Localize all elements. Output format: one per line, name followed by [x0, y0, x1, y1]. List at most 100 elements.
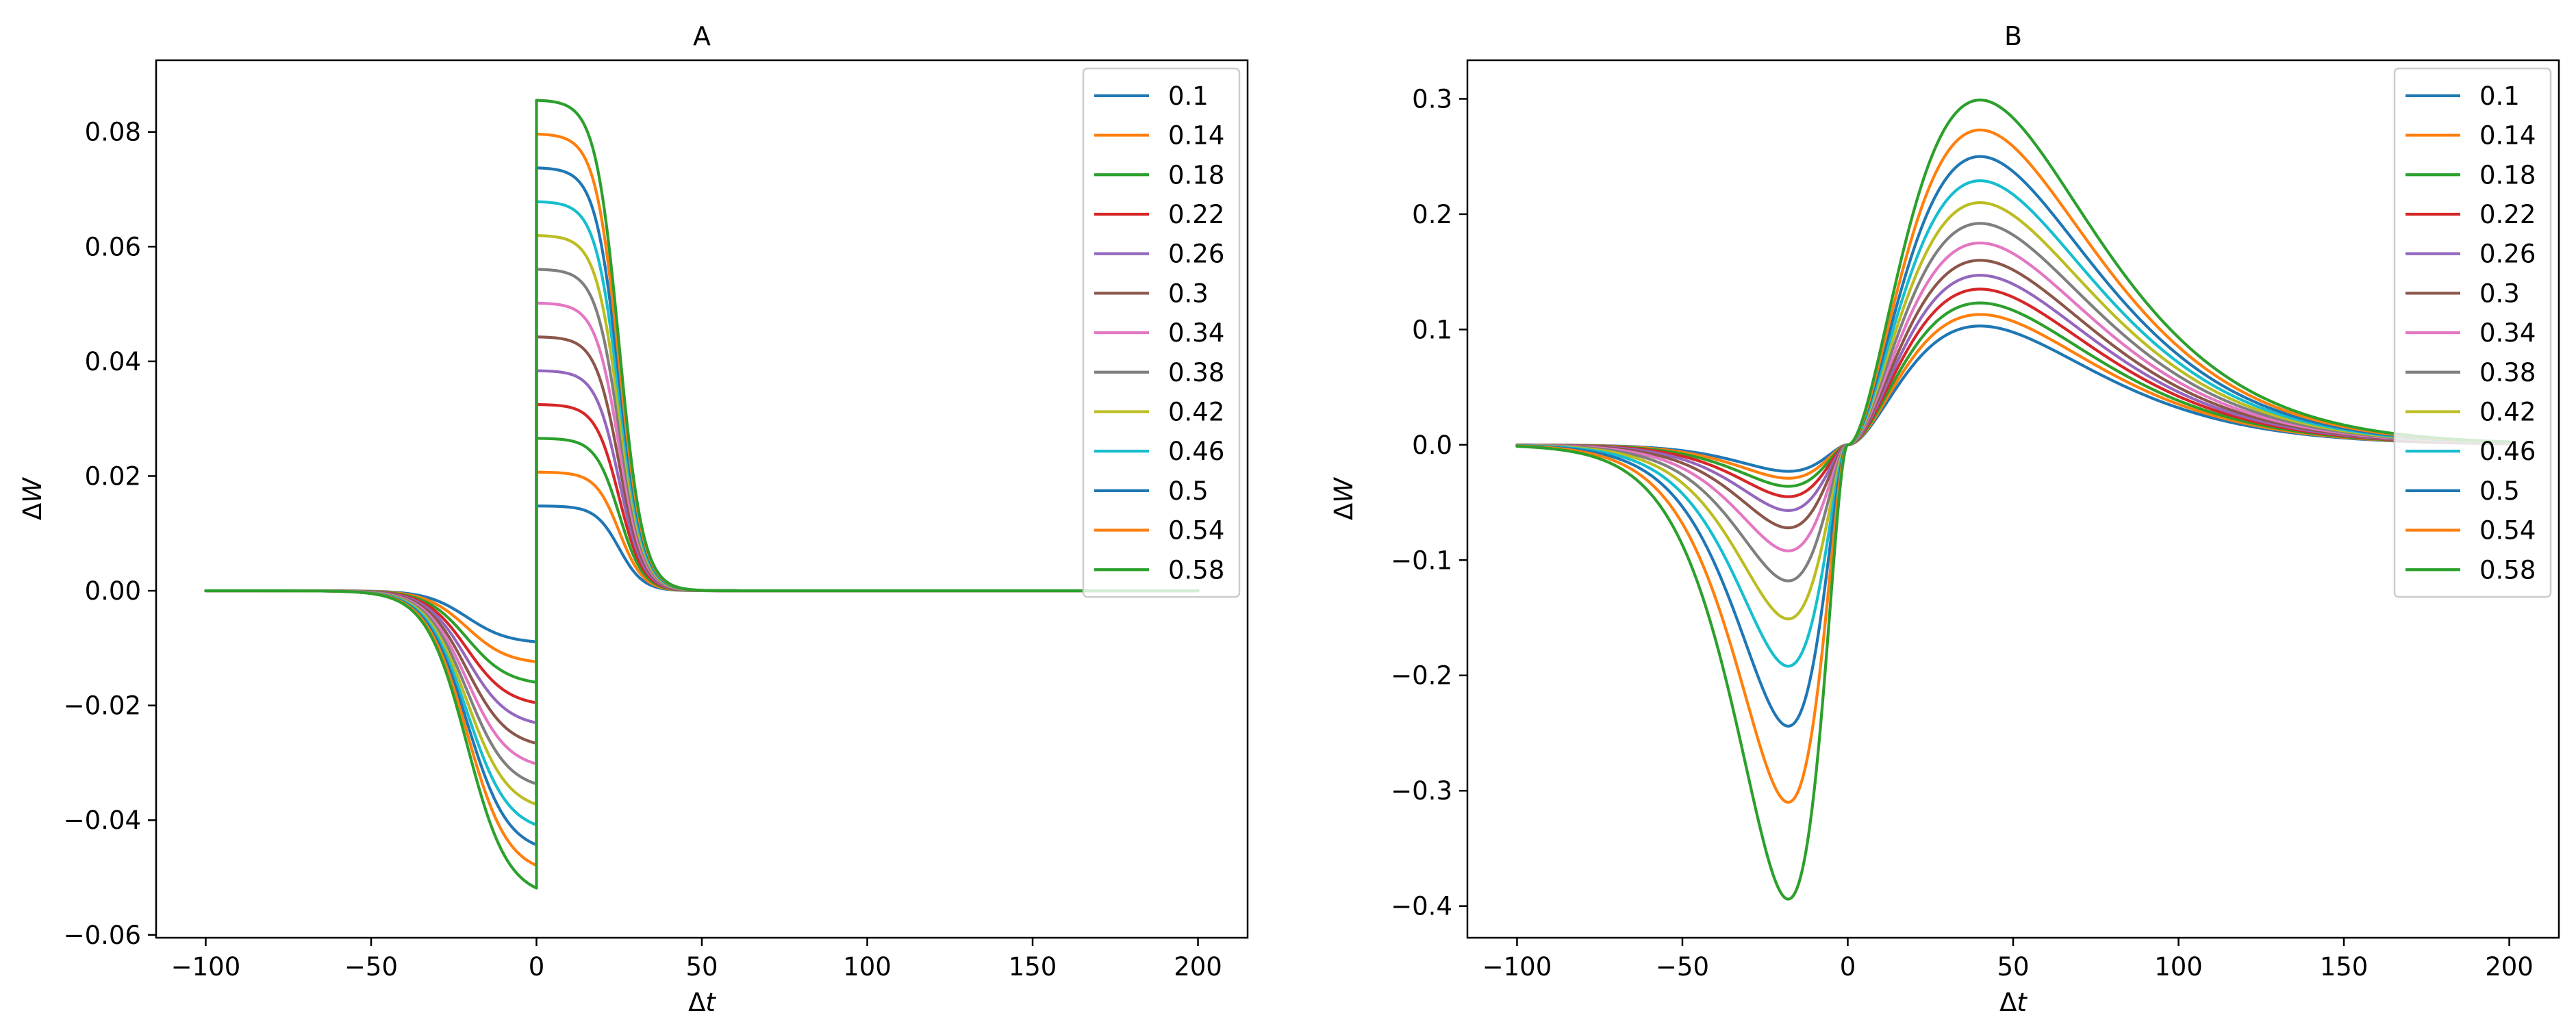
y-tick-label: 0.2 — [1412, 200, 1452, 229]
x-tick-label: 200 — [1174, 952, 1222, 982]
legend-item: 0.26 — [1094, 240, 1224, 269]
legend-label: 0.1 — [1168, 81, 1209, 111]
y-axis-label-var: W — [1329, 477, 1359, 503]
legend-label: 0.34 — [1168, 318, 1224, 348]
series-line-0-58 — [204, 99, 1200, 890]
x-axis-label-prefix: Δ — [1999, 988, 2017, 1017]
legend-item: 0.42 — [2405, 397, 2536, 426]
legend-item: 0.22 — [2405, 200, 2536, 229]
legend-item: 0.5 — [1094, 476, 1209, 506]
x-tick-label: 200 — [2485, 952, 2534, 982]
y-axis-label: ΔW — [18, 477, 47, 520]
x-tick-label: −100 — [171, 952, 241, 982]
legend-box — [2393, 67, 2552, 598]
legend-item: 0.18 — [1094, 160, 1224, 190]
legend-label: 0.54 — [2479, 516, 2536, 546]
legend-item: 0.14 — [2405, 121, 2536, 151]
x-axis-label-var: t — [705, 988, 716, 1017]
legend-label: 0.18 — [1168, 160, 1224, 190]
x-tick-label: −50 — [344, 952, 398, 982]
y-tick-label: 0.08 — [85, 118, 141, 147]
legend-label: 0.46 — [2479, 437, 2536, 466]
legend-item: 0.14 — [1094, 121, 1224, 151]
legend-item: 0.54 — [1094, 516, 1224, 546]
y-axis-label-var: W — [18, 477, 47, 503]
y-tick-label: −0.06 — [64, 921, 141, 950]
legend-label: 0.1 — [2479, 81, 2520, 111]
legend-label: 0.26 — [1168, 240, 1224, 269]
legend-item: 0.38 — [1094, 358, 1224, 387]
legend-label: 0.14 — [2479, 121, 2536, 151]
legend-item: 0.22 — [1094, 200, 1224, 229]
legend-item: 0.34 — [2405, 318, 2536, 348]
y-axis-label: ΔW — [1329, 477, 1359, 520]
chart-title: B — [2004, 21, 2022, 51]
legend-label: 0.46 — [1168, 437, 1224, 466]
y-tick-label: 0.06 — [85, 232, 141, 261]
y-tick-label: −0.2 — [1391, 661, 1452, 691]
legend-item: 0.26 — [2405, 240, 2536, 269]
x-tick-label: 0 — [1840, 952, 1856, 982]
y-tick-label: 0.04 — [85, 347, 141, 376]
y-tick-label: −0.1 — [1391, 546, 1452, 575]
legend: 0.1 0.14 0.18 0.22 0.26 0.3 0.34 0.38 0.42 0.46 0.… — [2393, 67, 2552, 598]
legend-label: 0.38 — [2479, 358, 2536, 387]
legend: 0.1 0.14 0.18 0.22 0.26 0.3 0.34 0.38 0.42 0.46 0.… — [1082, 67, 1241, 598]
legend-item: 0.1 — [2405, 81, 2520, 111]
chart-title: A — [693, 21, 711, 51]
y-axis-label-prefix: Δ — [18, 503, 47, 520]
legend-label: 0.58 — [1168, 555, 1224, 585]
chart-panel-a: A −100 −50 0 50 100 150 200 −0.06 −0.04 −0.02 0.00 0… — [18, 21, 1249, 1017]
legend-item: 0.58 — [2405, 555, 2536, 585]
legend-item: 0.3 — [1094, 279, 1209, 308]
x-tick-label: 0 — [529, 952, 545, 982]
legend-box — [1082, 67, 1241, 598]
x-tick-label: −50 — [1656, 952, 1709, 982]
x-tick-label: 100 — [843, 952, 892, 982]
y-tick-label: 0.0 — [1412, 431, 1452, 460]
legend-label: 0.58 — [2479, 555, 2536, 585]
legend-item: 0.34 — [1094, 318, 1224, 348]
x-tick-label: −100 — [1482, 952, 1552, 982]
y-tick-label: 0.00 — [85, 576, 141, 606]
legend-label: 0.22 — [1168, 200, 1224, 229]
legend-label: 0.22 — [2479, 200, 2536, 229]
legend-label: 0.38 — [1168, 358, 1224, 387]
x-axis-label-prefix: Δ — [688, 988, 705, 1017]
y-tick-label: 0.3 — [1412, 84, 1452, 114]
legend-item: 0.18 — [2405, 160, 2536, 190]
x-tick-label: 150 — [2320, 952, 2369, 982]
x-tick-label: 150 — [1009, 952, 1057, 982]
legend-label: 0.42 — [2479, 397, 2536, 426]
legend-label: 0.3 — [1168, 279, 1209, 308]
x-tick-label: 50 — [685, 952, 718, 982]
x-tick-label: 100 — [2154, 952, 2203, 982]
legend-label: 0.3 — [2479, 279, 2520, 308]
y-tick-label: −0.04 — [64, 806, 141, 835]
legend-label: 0.18 — [2479, 160, 2536, 190]
legend-label: 0.26 — [2479, 240, 2536, 269]
y-tick-label: 0.1 — [1412, 315, 1452, 344]
x-axis-label: Δt — [688, 988, 716, 1017]
series-line-0-54 — [1515, 128, 2511, 804]
y-tick-label: −0.3 — [1391, 776, 1452, 806]
series-line-0-5 — [1515, 155, 2511, 728]
legend-item: 0.54 — [2405, 516, 2536, 546]
legend-label: 0.14 — [1168, 121, 1224, 151]
x-axis-label-var: t — [2017, 988, 2028, 1017]
legend-item: 0.42 — [1094, 397, 1224, 426]
legend-label: 0.5 — [1168, 476, 1209, 506]
legend-item: 0.1 — [1094, 81, 1209, 111]
legend-label: 0.54 — [1168, 516, 1224, 546]
x-axis-label: Δt — [1999, 988, 2028, 1017]
series-lines — [204, 99, 1200, 890]
legend-item: 0.58 — [1094, 555, 1224, 585]
legend-item: 0.46 — [1094, 437, 1224, 466]
legend-item: 0.38 — [2405, 358, 2536, 387]
y-tick-label: −0.4 — [1391, 892, 1452, 921]
chart-panel-b: B −100 −50 0 50 100 150 200 −0.4 −0.3 −0.2 −0.1 0.0 0… — [1329, 21, 2560, 1017]
series-lines — [1515, 99, 2511, 901]
x-tick-label: 50 — [1997, 952, 2029, 982]
